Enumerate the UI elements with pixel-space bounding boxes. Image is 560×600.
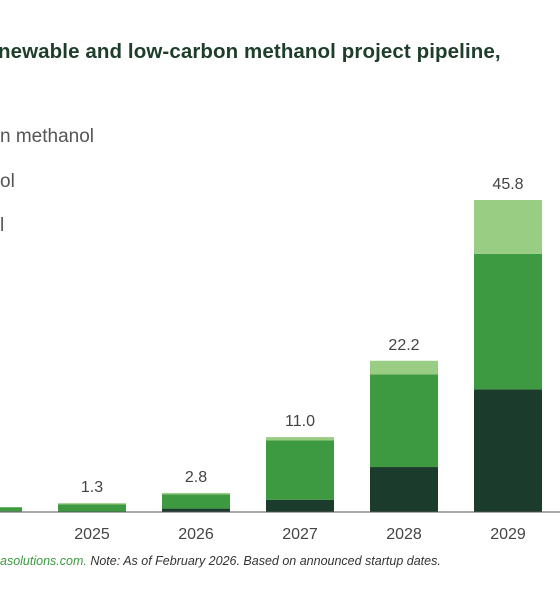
legend-item-2: ol bbox=[0, 171, 15, 193]
x-tick-2025: 2025 bbox=[74, 526, 110, 543]
bar-2027-segment-1 bbox=[266, 499, 334, 512]
data-label-2029: 45.8 bbox=[492, 176, 523, 193]
bar-2027-segment-3 bbox=[266, 437, 334, 441]
data-label-2025: 1.3 bbox=[81, 479, 103, 496]
bar-2024-segment-2 bbox=[0, 507, 22, 512]
legend-label-1: n methanol bbox=[0, 126, 95, 147]
bar-2028-segment-1 bbox=[370, 467, 438, 512]
bar-2025-segment-2 bbox=[58, 504, 126, 512]
x-tick-2026: 2026 bbox=[178, 526, 214, 543]
legend-label-3: l bbox=[0, 215, 5, 236]
legend-label-2: ol bbox=[0, 171, 15, 192]
footnote-note: Note: As of February 2026. Based on anno… bbox=[86, 554, 441, 568]
bar-2029-segment-3 bbox=[474, 199, 542, 254]
footnote: asolutions.com. Note: As of February 202… bbox=[0, 554, 441, 568]
bar-2028-segment-3 bbox=[370, 360, 438, 375]
data-label-2028: 22.2 bbox=[388, 337, 419, 354]
bar-2029-segment-1 bbox=[474, 389, 542, 512]
legend-item-1: n methanol bbox=[0, 126, 94, 148]
x-tick-2028: 2028 bbox=[386, 526, 422, 543]
chart-title: newable and low-carbon methanol project … bbox=[0, 40, 501, 63]
data-label-2026: 2.8 bbox=[185, 469, 207, 486]
bar-2027-segment-2 bbox=[266, 440, 334, 500]
bar-2026-segment-1 bbox=[162, 508, 230, 512]
footnote-source: asolutions.com. bbox=[0, 554, 87, 568]
x-tick-2027: 2027 bbox=[282, 526, 318, 543]
bar-2026-segment-3 bbox=[162, 492, 230, 495]
bar-2025-segment-3 bbox=[58, 503, 126, 505]
bar-2026-segment-2 bbox=[162, 494, 230, 509]
bar-2028-segment-2 bbox=[370, 374, 438, 468]
bar-2029-segment-2 bbox=[474, 253, 542, 390]
legend-item-3: l bbox=[0, 215, 4, 237]
x-tick-2029: 2029 bbox=[490, 526, 526, 543]
data-label-2027: 11.0 bbox=[285, 413, 315, 430]
